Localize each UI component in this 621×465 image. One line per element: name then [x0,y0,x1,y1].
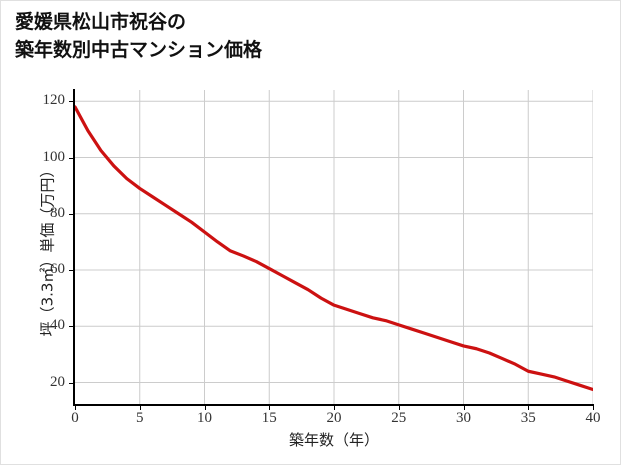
chart-svg [75,90,593,405]
x-tick-label: 20 [326,410,342,426]
y-tick-label: 40 [50,317,65,334]
page-title: 愛媛県松山市祝谷の 築年数別中古マンション価格 [15,11,263,61]
x-axis-label: 築年数（年） [288,431,379,449]
x-tick-mark [528,406,530,410]
x-tick-mark [75,406,76,410]
y-tick-mark [69,157,73,159]
y-tick-mark [69,101,73,103]
x-tick-mark [269,406,271,410]
x-tick-mark [593,406,594,410]
vertical-gridlines [139,90,593,405]
x-tick-label: 40 [585,410,601,426]
y-tick-label: 20 [50,373,65,390]
plot-area [75,90,593,405]
x-tick-mark [398,406,400,410]
y-axis-spine [73,89,75,406]
x-tick-mark [139,406,141,410]
y-tick-label: 60 [50,261,65,277]
y-tick-label: 120 [42,92,66,109]
y-tick-label: 80 [50,204,65,221]
price-line-series [75,105,593,392]
y-tick-mark [69,382,73,384]
x-tick-label: 25 [391,410,407,426]
x-tick-label: 15 [261,410,277,426]
y-axis-label: 坪（3.3㎡）単価（万円） [38,162,57,337]
x-axis-spine [73,404,594,406]
x-tick-label: 0 [71,410,79,426]
y-tick-mark [69,326,73,328]
x-tick-mark [204,406,206,410]
y-tick-mark [69,270,73,271]
y-tick-label: 100 [42,148,66,165]
x-tick-label: 10 [197,410,212,426]
y-tick-mark [69,213,73,215]
x-tick-mark [334,406,335,410]
x-tick-mark [463,406,465,410]
x-tick-label: 30 [456,410,471,426]
x-tick-label: 5 [136,410,144,426]
x-tick-label: 35 [520,410,536,426]
